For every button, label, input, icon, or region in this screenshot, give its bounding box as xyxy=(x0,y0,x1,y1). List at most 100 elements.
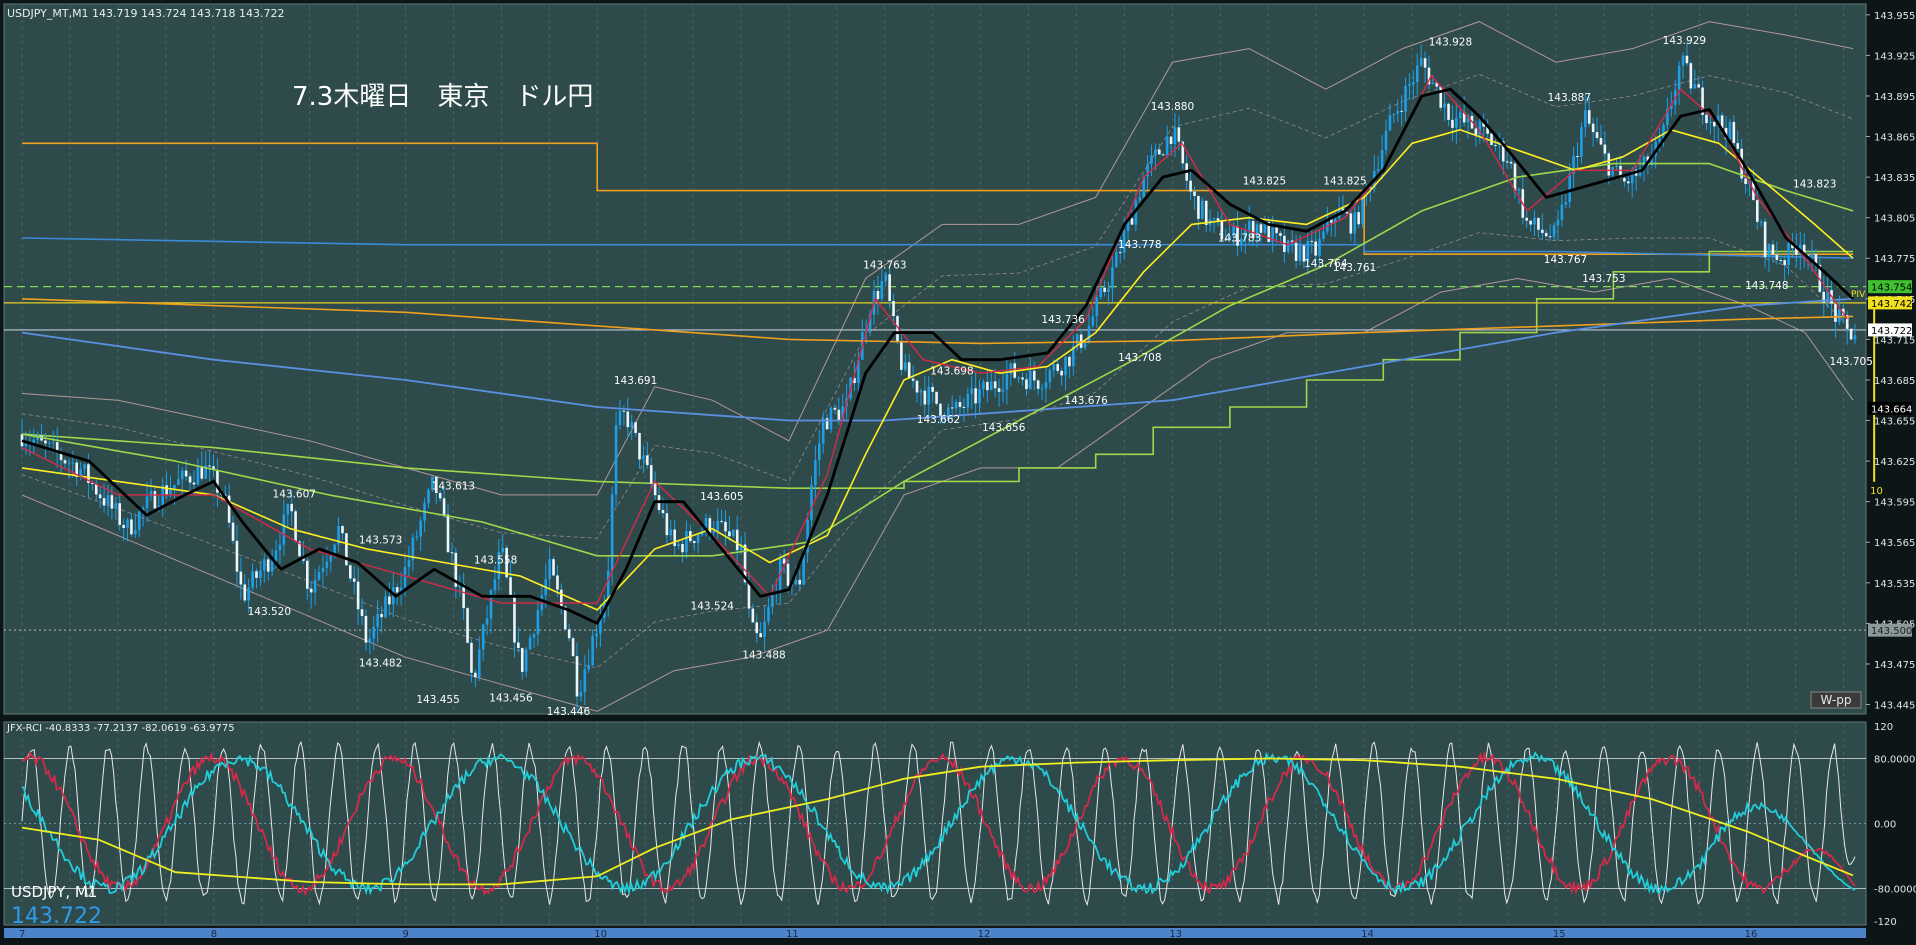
candle-body xyxy=(1795,248,1798,255)
candle-body xyxy=(1728,121,1732,140)
candle-body xyxy=(1564,202,1568,205)
candle-body xyxy=(395,587,399,593)
candle-body xyxy=(579,692,583,697)
time-tick-label: 16 xyxy=(1745,929,1758,940)
candle-body xyxy=(1244,230,1247,239)
candle-body xyxy=(1029,370,1032,390)
candle-body xyxy=(75,462,79,477)
price-tick-label: 143.475 xyxy=(1874,660,1915,671)
candle-body xyxy=(548,559,551,580)
candle-body xyxy=(798,579,802,585)
candle-body xyxy=(763,621,766,638)
candle-body xyxy=(1705,114,1708,124)
candle-body xyxy=(1072,346,1075,367)
candle-body xyxy=(1107,288,1110,292)
price-tick-label: 143.715 xyxy=(1874,335,1915,346)
candle-body xyxy=(24,443,28,447)
candle-body xyxy=(1654,141,1657,156)
price-tick-label: 143.925 xyxy=(1874,51,1915,62)
candle-body xyxy=(1462,112,1466,123)
candle-body xyxy=(743,544,747,583)
candle-body xyxy=(446,514,450,553)
candle-body xyxy=(1025,379,1028,390)
candle-body xyxy=(376,613,379,627)
candle-body xyxy=(1482,121,1486,127)
price-annotation-label: 143.456 xyxy=(489,693,533,705)
candle-body xyxy=(270,560,274,572)
step-line-blue_level xyxy=(21,237,1854,259)
price-tag-label: 143.754 xyxy=(1871,283,1912,294)
candle-body xyxy=(1247,221,1251,231)
candle-body xyxy=(939,403,942,416)
candle-body xyxy=(1212,218,1216,220)
price-tick-label: 143.445 xyxy=(1874,701,1915,712)
candle-body xyxy=(728,531,731,537)
candle-body xyxy=(759,633,762,638)
time-tick-label: 8 xyxy=(211,929,217,940)
candle-body xyxy=(536,610,540,635)
price-annotation-label: 143.698 xyxy=(930,365,973,377)
candle-body xyxy=(442,498,446,515)
candle-body xyxy=(1662,124,1665,139)
candle-body xyxy=(1048,370,1052,383)
candle-body xyxy=(1357,212,1360,225)
candle-body xyxy=(1771,244,1775,255)
candle-body xyxy=(1103,287,1106,292)
candle-body xyxy=(431,476,434,490)
candle-body xyxy=(599,618,602,634)
candle-body xyxy=(1814,254,1818,265)
candle-body xyxy=(1068,356,1071,367)
rci-line-rci_cyan xyxy=(21,751,1856,896)
candle-body xyxy=(450,552,454,554)
price-tick-label: 143.655 xyxy=(1874,417,1915,428)
marker-label: 10 xyxy=(1870,486,1883,497)
price-tag-label: 143.500 xyxy=(1871,626,1912,637)
candle-body xyxy=(1443,103,1446,108)
candle-body xyxy=(1670,104,1673,109)
candle-body xyxy=(681,543,684,553)
candle-body xyxy=(309,588,313,593)
candle-body xyxy=(325,561,329,568)
candle-body xyxy=(806,519,809,553)
candle-body xyxy=(1455,117,1458,128)
price-annotation-label: 143.823 xyxy=(1793,178,1836,190)
candle-body xyxy=(1591,123,1595,133)
candle-body xyxy=(1494,145,1497,147)
candle-body xyxy=(1361,190,1364,225)
candle-body xyxy=(1021,377,1024,380)
candle-body xyxy=(1345,212,1349,214)
candle-body xyxy=(1658,138,1661,142)
candle-body xyxy=(481,624,485,650)
candle-body xyxy=(1431,82,1435,85)
candle-body xyxy=(48,442,51,444)
price-tag-box xyxy=(1868,323,1912,337)
candle-body xyxy=(259,570,262,578)
candle-body xyxy=(888,274,891,302)
candle-body xyxy=(59,452,63,461)
candle-body xyxy=(141,508,145,512)
candle-body xyxy=(900,341,903,370)
candle-body xyxy=(1197,195,1200,219)
candle-body xyxy=(345,533,348,566)
candle-body xyxy=(1834,303,1837,322)
candle-body xyxy=(810,485,813,520)
candle-body xyxy=(477,649,481,678)
step-line-orange_level xyxy=(22,142,1854,255)
bollinger-inner-upper xyxy=(21,73,1854,539)
time-scrollbar[interactable] xyxy=(4,928,1866,938)
candle-body xyxy=(427,489,430,504)
candle-body xyxy=(1595,132,1599,138)
price-annotation-label: 143.736 xyxy=(1041,314,1085,326)
candle-body xyxy=(989,381,993,391)
candle-body xyxy=(255,571,258,578)
candle-body xyxy=(1513,163,1517,191)
candle-body xyxy=(294,511,297,542)
candle-body xyxy=(1404,85,1407,112)
price-tick-label: 143.835 xyxy=(1874,173,1915,184)
candle-body xyxy=(1126,218,1130,231)
candle-body xyxy=(1384,130,1388,150)
candle-body xyxy=(532,634,536,638)
candle-body xyxy=(1298,245,1302,261)
candle-body xyxy=(735,529,739,551)
candle-body xyxy=(1447,103,1450,120)
